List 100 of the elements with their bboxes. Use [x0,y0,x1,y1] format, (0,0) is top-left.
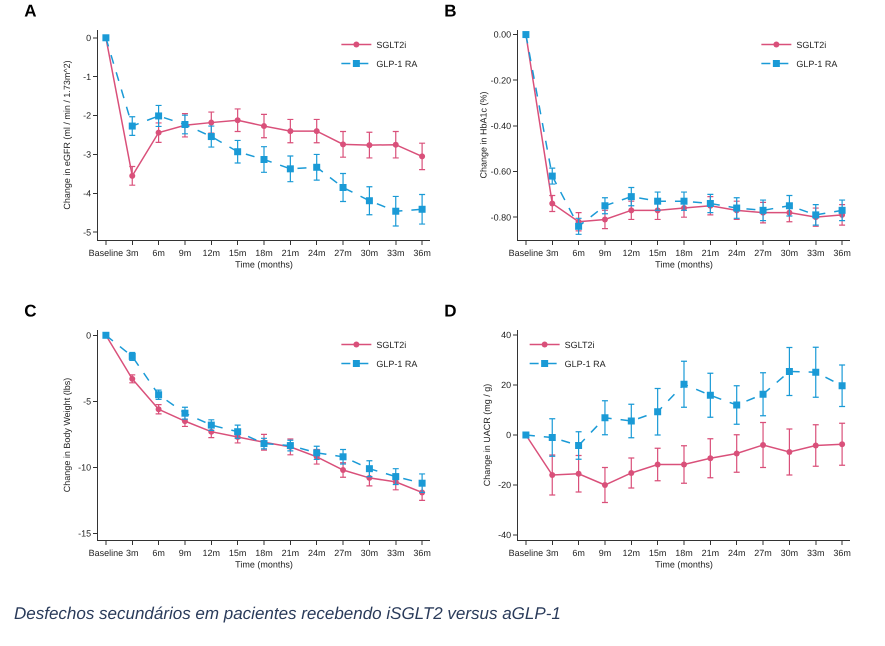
point [760,442,766,448]
x-tick-label: 15m [228,248,246,258]
x-tick-label: Baseline [508,548,544,558]
x-tick-label: 6m [572,548,585,558]
point [208,120,214,126]
x-tick-label: 33m [386,548,405,558]
point [418,480,426,487]
x-tick-label: 36m [833,248,851,258]
x-tick-label: 18m [255,248,273,258]
point [181,410,188,417]
y-tick-label: -3 [83,150,92,160]
legend-label: SGLT2i [564,340,594,350]
x-tick-label: 3m [126,248,139,258]
x-tick-label: 24m [308,548,326,558]
point [733,402,740,408]
point [128,122,136,130]
y-tick-label: -0.20 [490,75,512,86]
point [418,206,426,213]
point [602,482,608,488]
point [575,442,582,449]
point [786,449,792,455]
x-tick-label: 12m [622,548,640,558]
y-tick-label: 20 [501,380,512,390]
x-axis-title: Time (months) [655,260,713,270]
y-tick-label: 0 [86,32,92,43]
point [313,164,320,171]
x-tick-label: 12m [202,548,220,558]
point [654,462,661,468]
x-tick-label: 6m [152,548,165,558]
x-tick-label: 27m [754,548,772,558]
point [812,442,819,448]
point [628,193,635,200]
point [208,133,215,140]
x-axis-title: Time (months) [235,560,293,570]
x-tick-label: 9m [178,248,192,258]
point [680,380,688,388]
x-tick-label: 33m [806,548,825,558]
x-tick-label: 30m [780,548,798,558]
point [392,142,399,148]
point [681,462,687,468]
legend-label: SGLT2i [376,40,406,50]
y-tick-label: -5 [83,227,92,238]
y-tick-label: -2 [83,110,92,121]
point [786,368,793,375]
x-tick-label: 21m [702,248,720,258]
x-tick-label: 15m [228,548,246,558]
y-tick-label: -20 [498,480,512,490]
x-tick-label: 36m [413,248,431,258]
y-tick-label: -0.60 [490,166,512,177]
point [733,204,740,212]
x-tick-label: 6m [152,248,165,258]
point [314,128,320,134]
y-tick-label: -5 [83,396,92,406]
x-tick-label: 15m [648,548,666,558]
point [654,198,662,205]
point [234,117,241,124]
point [419,153,426,160]
x-tick-label: 3m [546,548,559,558]
point [601,202,608,210]
point [706,200,714,207]
y-axis-title: Change in eGFR (ml / min / 1.73m^2) [62,60,72,210]
y-tick-label: -15 [78,528,92,539]
chart-title: B [444,1,456,20]
x-tick-label: 24m [308,248,326,258]
point [548,434,556,441]
point [129,172,136,179]
x-tick-label: 12m [202,248,220,258]
x-tick-label: 21m [282,548,300,558]
x-tick-label: 12m [622,248,640,258]
y-tick-label: -0.80 [490,212,512,222]
x-tick-label: Baseline [88,548,124,558]
x-tick-label: 21m [702,548,720,558]
x-tick-label: 9m [598,548,612,558]
y-tick-label: -4 [83,188,92,198]
x-tick-label: 18m [675,548,693,558]
x-tick-label: 18m [255,548,273,558]
x-tick-label: 27m [754,248,772,258]
x-tick-label: 30m [780,248,798,258]
point [340,453,347,460]
point [366,197,373,204]
x-tick-label: 15m [648,248,666,258]
legend-label: GLP-1 RA [564,359,606,370]
point [734,450,740,456]
point [628,207,634,214]
point [234,148,242,156]
point [786,202,793,210]
point [286,165,294,172]
point [392,473,400,480]
x-tick-label: 9m [178,548,192,558]
point [287,128,294,134]
x-tick-label: 3m [546,248,559,258]
point [261,123,267,130]
y-tick-label: -40 [498,530,512,540]
point [549,200,556,206]
legend-label: GLP-1 RA [376,59,418,70]
text: Desfechos secundários em pacientes recebendo iSGLT2 versus aGLP-1 [14,604,561,624]
point [601,414,608,422]
y-axis-title: Change in Body Weight (lbs) [62,378,72,492]
point [260,156,268,163]
point [628,418,635,424]
